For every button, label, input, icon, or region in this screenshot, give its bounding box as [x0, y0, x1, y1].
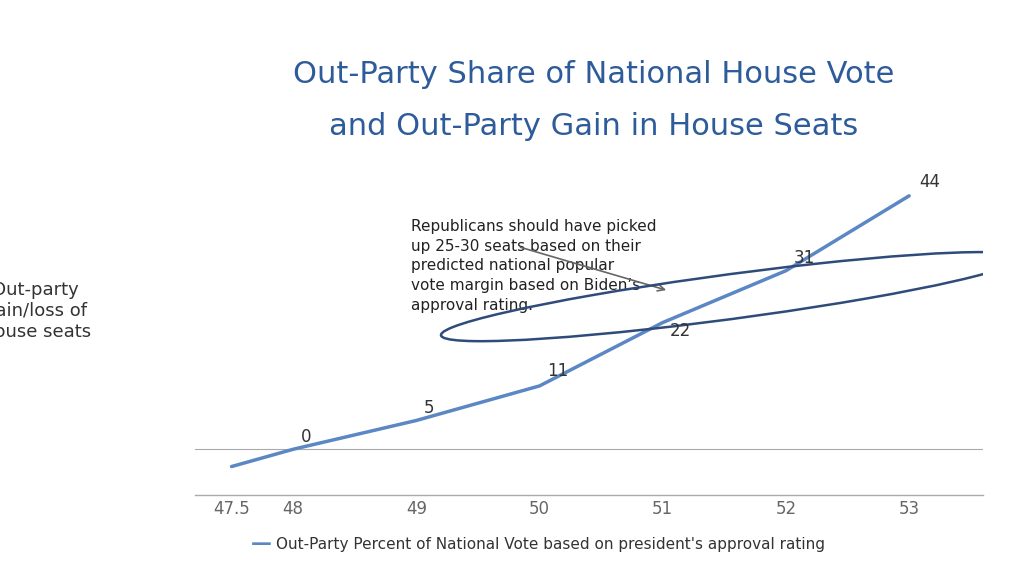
Text: 5: 5 — [424, 399, 434, 417]
Text: 22: 22 — [670, 322, 691, 340]
Text: Out-Party Percent of National Vote based on president's approval rating: Out-Party Percent of National Vote based… — [276, 537, 825, 552]
Text: and Out-Party Gain in House Seats: and Out-Party Gain in House Seats — [330, 112, 858, 141]
Text: Out-Party Share of National House Vote: Out-Party Share of National House Vote — [293, 60, 895, 89]
Text: 31: 31 — [794, 249, 814, 267]
Text: 44: 44 — [919, 173, 940, 191]
Text: —: — — [251, 535, 271, 554]
Text: 11: 11 — [547, 362, 568, 380]
Text: Out-party
gain/loss of
House seats: Out-party gain/loss of House seats — [0, 281, 91, 341]
Text: Republicans should have picked
up 25-30 seats based on their
predicted national : Republicans should have picked up 25-30 … — [412, 219, 656, 313]
Text: 0: 0 — [300, 428, 311, 446]
